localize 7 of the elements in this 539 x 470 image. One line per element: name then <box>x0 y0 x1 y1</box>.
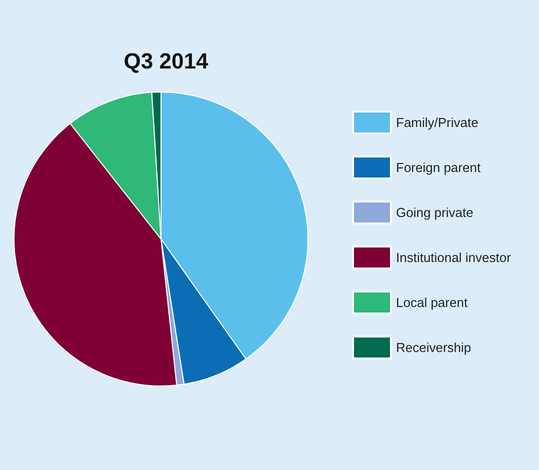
legend-label: Institutional investor <box>396 250 512 265</box>
legend-label: Receivership <box>396 340 472 355</box>
legend-label: Family/Private <box>396 115 478 130</box>
legend-label: Local parent <box>396 295 468 310</box>
legend-label: Going private <box>396 205 474 220</box>
legend-label: Foreign parent <box>396 160 481 175</box>
chart-title: Q3 2014 <box>124 48 209 74</box>
